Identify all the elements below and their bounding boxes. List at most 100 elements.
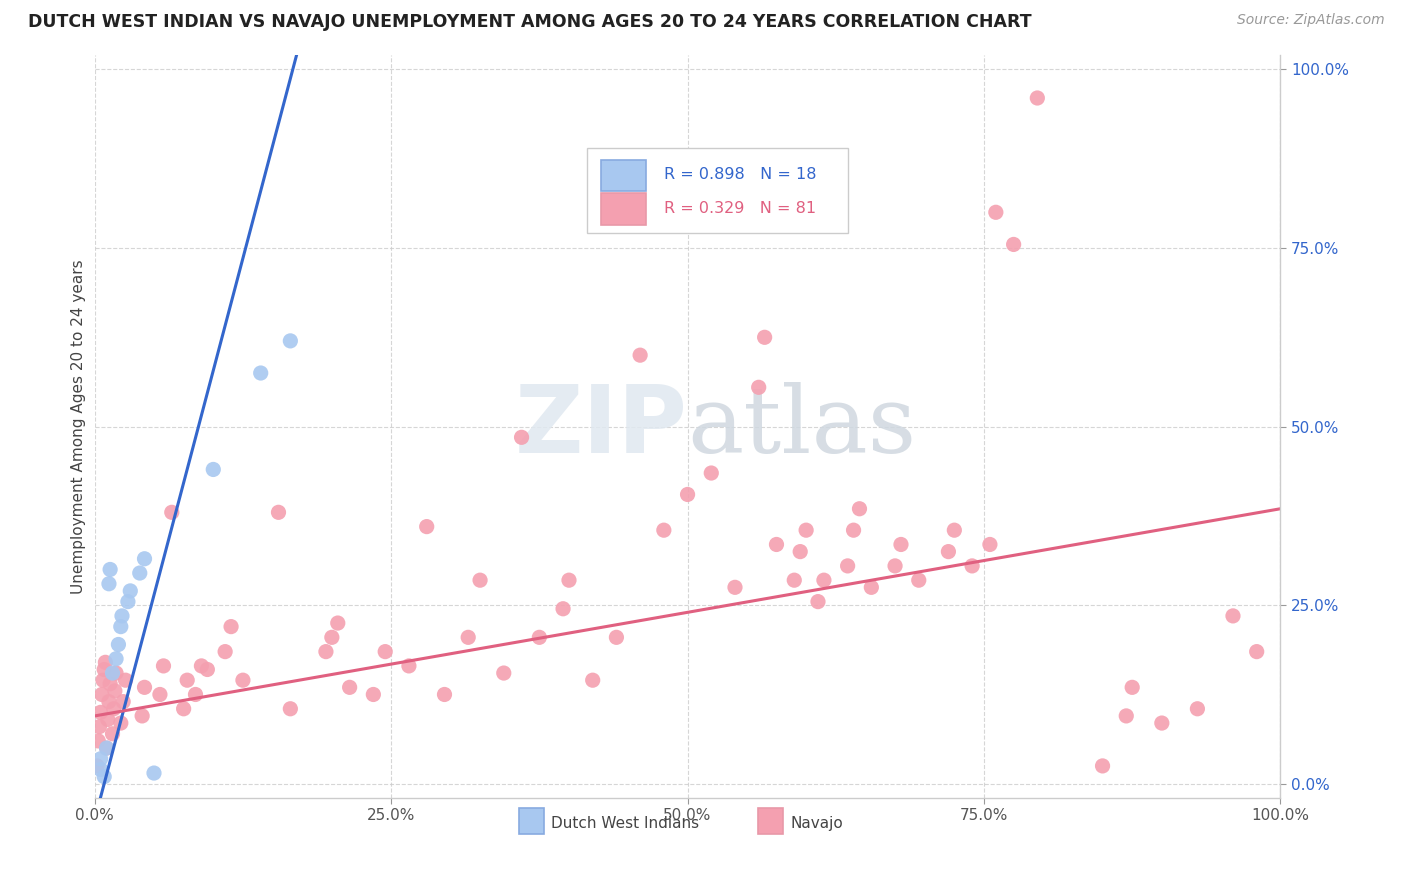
Point: [748, 380, 770, 394]
Point: [605, 631, 627, 645]
Point: [184, 688, 207, 702]
Point: [105, 652, 128, 666]
Point: [101, 666, 124, 681]
Point: [315, 645, 337, 659]
Point: [943, 523, 966, 537]
Point: [104, 684, 127, 698]
Point: [374, 645, 396, 659]
Point: [195, 663, 218, 677]
Point: [765, 537, 787, 551]
Point: [807, 594, 830, 608]
Point: [173, 702, 195, 716]
Point: [398, 659, 420, 673]
Point: [492, 666, 515, 681]
Point: [582, 673, 605, 688]
Point: [93, 663, 115, 677]
Point: [363, 688, 385, 702]
Point: [120, 583, 142, 598]
Point: [1246, 645, 1268, 659]
Point: [280, 334, 302, 348]
Text: Source: ZipAtlas.com: Source: ZipAtlas.com: [1237, 13, 1385, 28]
Point: [457, 631, 479, 645]
Point: [134, 551, 156, 566]
Point: [93, 770, 115, 784]
Point: [267, 505, 290, 519]
Point: [89, 720, 111, 734]
Point: [94, 656, 117, 670]
Point: [510, 430, 533, 444]
Point: [90, 752, 112, 766]
Point: [249, 366, 271, 380]
Point: [884, 558, 907, 573]
Bar: [600, 160, 647, 191]
Point: [960, 558, 983, 573]
Point: [433, 688, 456, 702]
Point: [97, 713, 120, 727]
Point: [105, 666, 128, 681]
Point: [219, 619, 242, 633]
Point: [131, 709, 153, 723]
Point: [91, 673, 114, 688]
Point: [794, 523, 817, 537]
Point: [97, 576, 120, 591]
Point: [90, 706, 112, 720]
Point: [114, 673, 136, 688]
Point: [938, 544, 960, 558]
Point: [107, 638, 129, 652]
Text: R = 0.898   N = 18: R = 0.898 N = 18: [664, 168, 817, 182]
Point: [110, 619, 132, 633]
Text: atlas: atlas: [688, 382, 917, 472]
Point: [97, 695, 120, 709]
Point: [652, 523, 675, 537]
Point: [190, 659, 212, 673]
Point: [754, 330, 776, 344]
Point: [96, 741, 118, 756]
Point: [789, 544, 811, 558]
Point: [551, 601, 574, 615]
Point: [676, 487, 699, 501]
Point: [134, 681, 156, 695]
Point: [160, 505, 183, 519]
Y-axis label: Unemployment Among Ages 20 to 24 years: Unemployment Among Ages 20 to 24 years: [72, 260, 86, 594]
FancyBboxPatch shape: [586, 148, 848, 234]
Point: [128, 566, 150, 580]
Point: [1115, 709, 1137, 723]
Point: [783, 573, 806, 587]
Point: [87, 734, 110, 748]
Point: [152, 659, 174, 673]
Point: [907, 573, 929, 587]
Point: [149, 688, 172, 702]
Point: [96, 741, 118, 756]
Point: [890, 537, 912, 551]
Point: [321, 631, 343, 645]
Point: [98, 677, 121, 691]
Point: [112, 695, 135, 709]
Point: [558, 573, 581, 587]
Point: [1187, 702, 1209, 716]
Point: [103, 702, 125, 716]
Point: [468, 573, 491, 587]
Point: [700, 466, 723, 480]
Point: [860, 580, 883, 594]
Point: [813, 573, 835, 587]
Point: [90, 688, 112, 702]
Point: [837, 558, 859, 573]
Point: [110, 716, 132, 731]
Text: DUTCH WEST INDIAN VS NAVAJO UNEMPLOYMENT AMONG AGES 20 TO 24 YEARS CORRELATION C: DUTCH WEST INDIAN VS NAVAJO UNEMPLOYMENT…: [28, 13, 1032, 31]
Point: [202, 462, 225, 476]
Point: [1121, 681, 1143, 695]
Point: [979, 537, 1001, 551]
Text: ZIP: ZIP: [515, 381, 688, 473]
Point: [842, 523, 865, 537]
Point: [1091, 759, 1114, 773]
Point: [415, 519, 437, 533]
Point: [1150, 716, 1173, 731]
Point: [1222, 608, 1244, 623]
Point: [724, 580, 747, 594]
Point: [117, 594, 139, 608]
Point: [1002, 237, 1025, 252]
Point: [111, 608, 134, 623]
Point: [232, 673, 254, 688]
Point: [98, 562, 121, 576]
Point: [848, 501, 870, 516]
